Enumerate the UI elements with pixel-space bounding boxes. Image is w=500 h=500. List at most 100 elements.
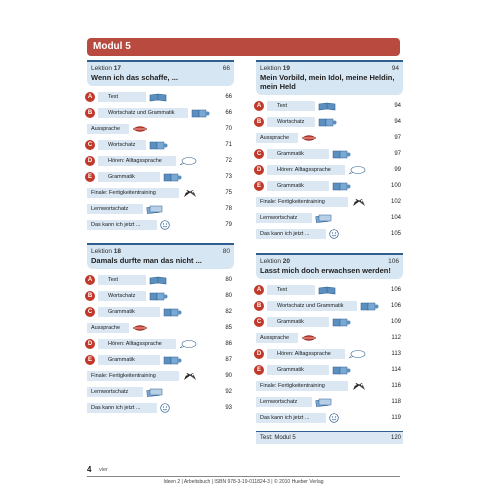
item-bar: Aussprache: [87, 124, 129, 134]
lesson-item[interactable]: Lernwortschatz 78: [87, 201, 234, 217]
item-page: 66: [225, 110, 232, 116]
lesson-item[interactable]: Finale: Fertigkeitentraining 75: [87, 185, 234, 201]
lesson-number: 17: [113, 65, 122, 72]
lesson-item[interactable]: Finale: Fertigkeitentraining 90: [87, 368, 234, 384]
item-bar: Grammatik: [98, 355, 160, 365]
test-page: 120: [390, 435, 401, 441]
lesson-item[interactable]: C Grammatik 109: [254, 314, 403, 330]
lesson-page: 94: [391, 65, 399, 72]
item-label: Hören: Alltagssprache: [277, 167, 331, 173]
test-label: Test: Modul 5: [260, 435, 296, 441]
lesson-item[interactable]: E Grammatik 100: [254, 178, 403, 194]
item-bar: Das kann ich jetzt ...: [87, 403, 157, 413]
footer-page-word: vier: [99, 467, 108, 473]
item-bar: Wortschatz und Grammatik: [98, 108, 188, 118]
lesson-item[interactable]: D Hören: Alltagssprache 86: [85, 336, 234, 352]
lesson-label: Lektion: [260, 65, 281, 72]
lesson-item[interactable]: Aussprache 70: [87, 121, 234, 137]
lesson-item[interactable]: C Wortschatz 71: [85, 137, 234, 153]
book-icon: [318, 286, 336, 295]
item-label: Aussprache: [91, 126, 121, 132]
item-page: 100: [390, 183, 401, 189]
lesson-item[interactable]: B Wortschatz 80: [85, 288, 234, 304]
item-page: 94: [394, 119, 401, 125]
lesson-item[interactable]: B Wortschatz 94: [254, 114, 403, 130]
book-icon: [149, 276, 167, 285]
lesson-item[interactable]: Finale: Fertigkeitentraining 102: [256, 194, 403, 210]
test-module-row[interactable]: Test: Modul 5 120: [256, 431, 403, 444]
item-label: Grammatik: [108, 174, 135, 180]
lesson-item[interactable]: E Grammatik 73: [85, 169, 234, 185]
flags-icon: [182, 372, 198, 381]
lesson-item[interactable]: Das kann ich jetzt ... 79: [87, 217, 234, 233]
item-label: Wortschatz und Grammatik: [277, 303, 344, 309]
section-badge: B: [254, 301, 264, 311]
item-label: Hören: Alltagssprache: [277, 351, 331, 357]
item-page: 112: [391, 335, 401, 341]
lesson-item[interactable]: Aussprache 85: [87, 320, 234, 336]
item-bar: Aussprache: [256, 333, 298, 343]
item-bar: Grammatik: [267, 149, 329, 159]
item-label: Lernwortschatz: [260, 215, 298, 221]
lesson-item[interactable]: D Hören: Alltagssprache 99: [254, 162, 403, 178]
lesson-item-list: A Text 106 B Wortschatz und Grammatik 106 C Gra…: [254, 282, 403, 426]
section-badge: E: [85, 355, 95, 365]
item-page: 97: [394, 151, 401, 157]
section-badge: D: [85, 156, 95, 166]
item-label: Aussprache: [91, 325, 121, 331]
section-badge: E: [254, 365, 264, 375]
item-label: Wortschatz und Grammatik: [108, 110, 175, 116]
lesson-item[interactable]: A Text 94: [254, 98, 403, 114]
section-badge: B: [254, 117, 264, 127]
item-page: 80: [225, 293, 232, 299]
item-bar: Grammatik: [98, 307, 160, 317]
lesson-item[interactable]: D Hören: Alltagssprache 72: [85, 153, 234, 169]
item-page: 106: [390, 287, 401, 293]
item-bar: Lernwortschatz: [87, 387, 143, 397]
lesson-item[interactable]: A Text 106: [254, 282, 403, 298]
lesson-item[interactable]: Aussprache 97: [256, 130, 403, 146]
lesson-item[interactable]: D Hören: Alltagssprache 113: [254, 346, 403, 362]
lesson-header: Lektion 18 80 Damals durfte man das nicht …: [87, 243, 234, 269]
puzzle-icon: [163, 173, 183, 182]
lesson-item[interactable]: A Text 66: [85, 89, 234, 105]
section-badge: A: [254, 285, 264, 295]
lesson-item[interactable]: Aussprache 112: [256, 330, 403, 346]
lesson-item[interactable]: C Grammatik 82: [85, 304, 234, 320]
item-label: Grammatik: [277, 183, 304, 189]
lesson-item[interactable]: Das kann ich jetzt ... 93: [87, 400, 234, 416]
lesson-item[interactable]: Das kann ich jetzt ... 105: [256, 226, 403, 242]
item-bar: Das kann ich jetzt ...: [87, 220, 157, 230]
item-bar: Text: [98, 275, 146, 285]
smiley-icon: [329, 229, 339, 239]
section-badge: E: [254, 181, 264, 191]
book-icon: [318, 102, 336, 111]
puzzle-icon: [332, 366, 352, 375]
lesson-item[interactable]: A Text 80: [85, 272, 234, 288]
item-label: Text: [277, 103, 288, 109]
item-page: 102: [390, 199, 401, 205]
item-page: 92: [225, 389, 232, 395]
item-bar: Finale: Fertigkeitentraining: [256, 197, 348, 207]
item-label: Das kann ich jetzt ...: [91, 405, 141, 411]
lesson-item[interactable]: E Grammatik 114: [254, 362, 403, 378]
lesson-number: 20: [282, 258, 291, 265]
lesson-item[interactable]: B Wortschatz und Grammatik 106: [254, 298, 403, 314]
lesson-item[interactable]: C Grammatik 97: [254, 146, 403, 162]
lesson-number: 18: [113, 248, 122, 255]
lesson-item[interactable]: B Wortschatz und Grammatik 66: [85, 105, 234, 121]
lesson-item[interactable]: E Grammatik 87: [85, 352, 234, 368]
lesson-item[interactable]: Das kann ich jetzt ... 119: [256, 410, 403, 426]
lesson-item[interactable]: Finale: Fertigkeitentraining 116: [256, 378, 403, 394]
item-page: 66: [225, 94, 232, 100]
lesson-item[interactable]: Lernwortschatz 92: [87, 384, 234, 400]
item-page: 119: [391, 415, 401, 421]
section-badge: C: [254, 149, 264, 159]
lesson-item[interactable]: Lernwortschatz 104: [256, 210, 403, 226]
section-badge: D: [254, 349, 264, 359]
mouth-icon: [301, 334, 317, 342]
lesson-item[interactable]: Lernwortschatz 118: [256, 394, 403, 410]
lesson-page: 106: [388, 258, 399, 265]
puzzle-icon: [163, 308, 183, 317]
item-label: Das kann ich jetzt ...: [91, 222, 141, 228]
